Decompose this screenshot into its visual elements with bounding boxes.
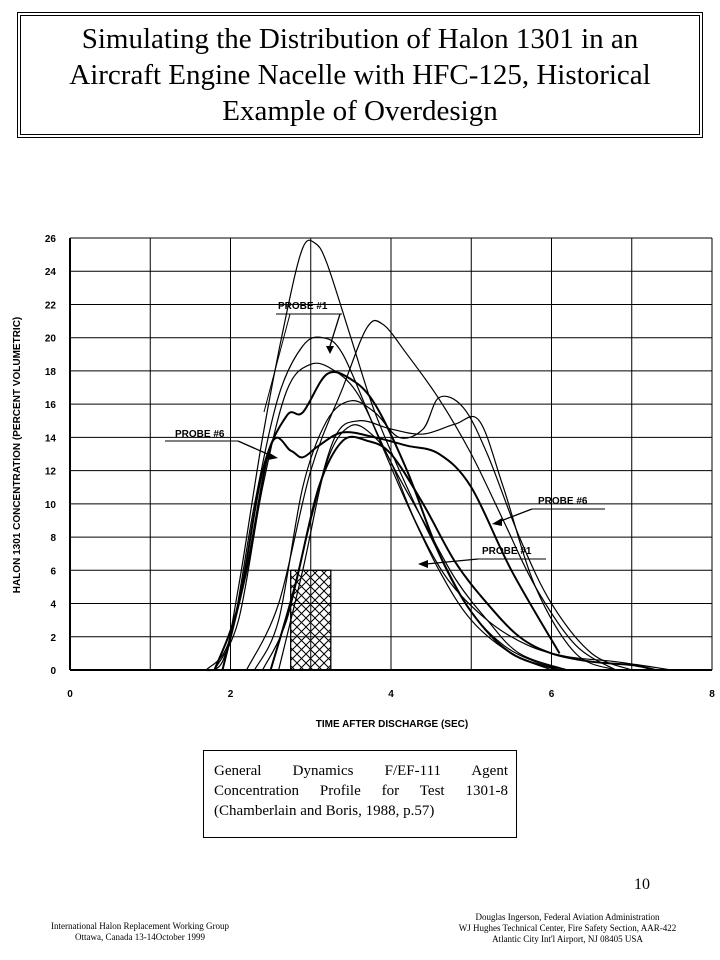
series-line-2: [205, 336, 552, 671]
y-tick-label: 16: [45, 400, 57, 411]
y-tick-label: 8: [50, 533, 56, 544]
y-tick-label: 14: [45, 433, 57, 444]
x-axis-label: TIME AFTER DISCHARGE (SEC): [316, 719, 468, 730]
caption-box: General Dynamics F/EF-111 Agent Concentr…: [203, 750, 517, 838]
probe-label-lower: PROBE #1: [482, 546, 532, 557]
figure-caption: General Dynamics F/EF-111 Agent Concentr…: [214, 763, 508, 819]
grid: [69, 237, 713, 671]
x-tick-label: 2: [228, 689, 234, 700]
footer-left-line-2: Ottawa, Canada 13-14October 1999: [75, 932, 205, 942]
probe-label-upper: PROBE #1: [278, 301, 328, 312]
y-tick-label: 20: [45, 334, 57, 345]
series-line-10: [278, 424, 672, 671]
footer-right-line-2: WJ Hughes Technical Center, Fire Safety …: [458, 923, 677, 933]
x-tick-label: 6: [549, 689, 555, 700]
hatched-bar: [290, 569, 332, 671]
footer-right-line-1: Douglas Ingerson, Federal Aviation Admin…: [475, 912, 660, 922]
y-tick-label: 12: [45, 467, 57, 478]
page-number: 10: [634, 876, 650, 893]
probe-right-arrow: [497, 508, 533, 523]
probe-lower-arrow: [425, 558, 479, 565]
probe-annotations: PROBE #1 PROBE #6 PROBE #6 PROBE #1: [165, 301, 605, 568]
y-tick-label: 6: [50, 566, 56, 577]
y-tick-label: 0: [50, 666, 56, 677]
hatched-region: [290, 569, 332, 671]
probe-upper-arrow-2: [329, 313, 341, 347]
x-tick-label: 8: [709, 689, 715, 700]
probe-left-arrow: [237, 440, 273, 457]
probe-lower-arrowhead: [418, 560, 428, 568]
series-line-3: [213, 370, 560, 671]
series-line-7: [254, 395, 632, 671]
y-tick-label: 18: [45, 367, 57, 378]
series-group: [198, 239, 672, 672]
footer-left-line-1: International Halon Replacement Working …: [50, 921, 230, 931]
slide-title: Simulating the Distribution of Halon 130…: [69, 23, 651, 127]
footer-right-line-3: Atlantic City Int'l Airport, NJ 08405 US…: [492, 934, 643, 944]
probe-label-right: PROBE #6: [538, 496, 588, 507]
x-tick-label: 4: [388, 689, 394, 700]
axes: [69, 238, 712, 671]
footer-left: International Halon Replacement Working …: [20, 921, 260, 943]
series-line-9: [269, 435, 657, 671]
y-tick-label: 26: [45, 234, 57, 245]
y-tick-label: 2: [50, 633, 56, 644]
x-tick-labels: 0 2 4 6 8: [67, 689, 715, 700]
y-tick-label: 22: [45, 300, 57, 311]
probe-left-arrowhead: [268, 452, 278, 460]
probe-right-arrowhead: [492, 518, 502, 526]
y-tick-label: 4: [50, 600, 56, 611]
series-line-5: [221, 431, 561, 671]
y-tick-label: 24: [45, 267, 57, 278]
y-axis-label: HALON 1301 CONCENTRATION (PERCENT VOLUME…: [12, 317, 23, 594]
y-tick-label: 10: [45, 500, 57, 511]
probe-upper-arrowhead: [326, 346, 334, 354]
title-box: Simulating the Distribution of Halon 130…: [17, 12, 703, 138]
x-tick-label: 0: [67, 689, 73, 700]
footer-right: Douglas Ingerson, Federal Aviation Admin…: [420, 912, 715, 945]
probe-upper-arrow-1: [263, 313, 291, 413]
probe-label-left: PROBE #6: [175, 429, 225, 440]
